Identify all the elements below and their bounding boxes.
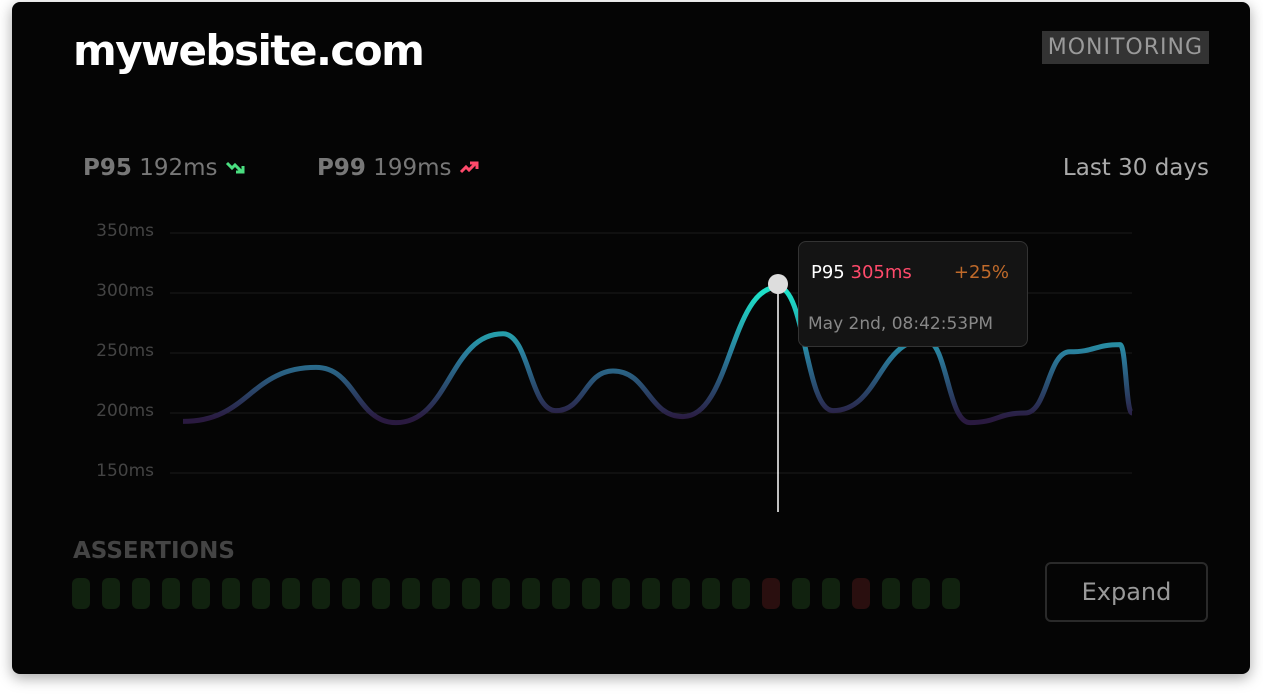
- assertion-pass[interactable]: [492, 578, 510, 609]
- assertion-pass[interactable]: [822, 578, 840, 609]
- site-title: mywebsite.com: [73, 26, 425, 75]
- assertion-pass[interactable]: [552, 578, 570, 609]
- trend-up-icon: [459, 161, 479, 174]
- assertion-pass[interactable]: [612, 578, 630, 609]
- assertion-pass[interactable]: [102, 578, 120, 609]
- assertion-pass[interactable]: [672, 578, 690, 609]
- assertion-pass[interactable]: [192, 578, 210, 609]
- y-tick-label: 300ms: [96, 281, 154, 301]
- hover-point: [768, 274, 788, 294]
- assertion-pass[interactable]: [372, 578, 390, 609]
- y-tick-label: 250ms: [96, 341, 154, 361]
- assertion-pass[interactable]: [222, 578, 240, 609]
- assertion-pass[interactable]: [702, 578, 720, 609]
- y-tick-label: 350ms: [96, 221, 154, 241]
- metric-value: 199ms: [373, 155, 452, 181]
- assertion-pass[interactable]: [582, 578, 600, 609]
- metric-p95: P95 192ms: [83, 155, 247, 181]
- y-tick-label: 200ms: [96, 401, 154, 421]
- monitor-card: mywebsite.com MONITORING P95 192ms P99 1…: [12, 2, 1250, 674]
- assertions-title: ASSERTIONS: [73, 538, 235, 564]
- assertion-pass[interactable]: [162, 578, 180, 609]
- tooltip-timestamp: May 2nd, 08:42:53PM: [808, 314, 994, 334]
- assertion-pass[interactable]: [402, 578, 420, 609]
- y-tick-label: 150ms: [96, 461, 154, 481]
- assertion-pass[interactable]: [732, 578, 750, 609]
- assertion-fail[interactable]: [852, 578, 870, 609]
- expand-button[interactable]: Expand: [1045, 562, 1208, 622]
- monitoring-badge: MONITORING: [1041, 31, 1209, 64]
- metric-p99: P99 199ms: [317, 155, 481, 181]
- assertion-pass[interactable]: [252, 578, 270, 609]
- assertion-fail[interactable]: [762, 578, 780, 609]
- assertion-pass[interactable]: [792, 578, 810, 609]
- metric-label: P95: [83, 155, 132, 181]
- assertion-pass[interactable]: [342, 578, 360, 609]
- assertion-pass[interactable]: [642, 578, 660, 609]
- assertion-pass[interactable]: [912, 578, 930, 609]
- metric-value: 192ms: [139, 155, 218, 181]
- assertion-pass[interactable]: [432, 578, 450, 609]
- assertion-pass[interactable]: [462, 578, 480, 609]
- assertion-pass[interactable]: [522, 578, 540, 609]
- time-range[interactable]: Last 30 days: [1062, 155, 1209, 181]
- assertion-pass[interactable]: [882, 578, 900, 609]
- assertion-pass[interactable]: [312, 578, 330, 609]
- trend-down-icon: [225, 161, 245, 174]
- tooltip-change: +25%: [953, 262, 1009, 283]
- p95-series-line: [182, 284, 1135, 426]
- chart-tooltip: P95 305ms +25% May 2nd, 08:42:53PM: [798, 241, 1028, 347]
- latency-chart[interactable]: [12, 2, 1250, 522]
- tooltip-label: P95: [811, 262, 845, 283]
- assertion-pass[interactable]: [282, 578, 300, 609]
- assertion-pass[interactable]: [942, 578, 960, 609]
- assertion-pass[interactable]: [72, 578, 90, 609]
- metric-label: P99: [317, 155, 366, 181]
- assertion-pass[interactable]: [132, 578, 150, 609]
- tooltip-value: 305ms: [850, 262, 912, 283]
